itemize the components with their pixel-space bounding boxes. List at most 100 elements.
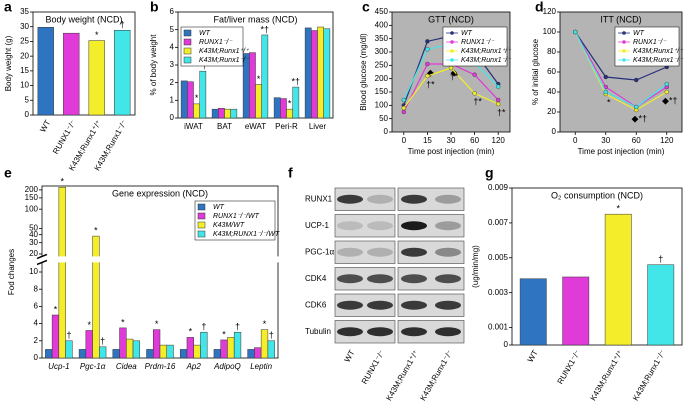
lane-label: K43M;Runx1⁺/⁺ bbox=[384, 349, 420, 403]
y-tick-label: 50 bbox=[379, 114, 388, 123]
y-tick-label: 2 bbox=[34, 336, 39, 345]
legend-label: WT bbox=[199, 30, 211, 37]
legend-swatch bbox=[450, 31, 454, 35]
point bbox=[425, 47, 430, 52]
blot-panel bbox=[397, 320, 465, 344]
blot-band bbox=[435, 327, 461, 337]
mark-label: † bbox=[100, 336, 105, 346]
y-tick-label: 20 bbox=[20, 51, 29, 60]
point bbox=[472, 72, 477, 77]
y-tick-label: 10 bbox=[29, 267, 38, 276]
blot-band bbox=[337, 300, 363, 310]
legend-label: K43M;Runx1⁺/⁺ bbox=[633, 48, 684, 55]
y-tick-label: 20 bbox=[547, 107, 556, 116]
x-tick-label: 120 bbox=[492, 136, 506, 145]
point bbox=[472, 91, 477, 96]
mark-label: † bbox=[120, 20, 125, 30]
bar bbox=[153, 329, 161, 359]
legend-label: WT bbox=[461, 30, 473, 37]
bar bbox=[292, 86, 300, 119]
y-tick-label: 200 bbox=[375, 74, 389, 83]
blot-band bbox=[367, 194, 393, 204]
x-tick-label: 120 bbox=[660, 136, 674, 145]
legend-swatch bbox=[183, 56, 192, 64]
x-tick-label: Prdm-16 bbox=[145, 362, 176, 371]
bar bbox=[233, 331, 242, 359]
bar bbox=[267, 340, 275, 359]
legend-swatch bbox=[183, 38, 192, 46]
x-tick-label: Cidea bbox=[116, 362, 137, 371]
y-tick-label: 0 bbox=[25, 110, 30, 119]
bar bbox=[179, 349, 188, 359]
bar bbox=[280, 98, 287, 119]
y-tick-label: 1 bbox=[170, 95, 175, 104]
mark-label: * bbox=[189, 327, 193, 337]
y-tick-label: 250 bbox=[375, 60, 389, 69]
y-tick-label: 30 bbox=[20, 22, 29, 31]
series-line bbox=[574, 31, 668, 108]
y-tick-label: 0 bbox=[34, 353, 39, 362]
mark-label: * bbox=[54, 304, 58, 314]
y-tick-label: 0 bbox=[504, 340, 509, 349]
panel-letter: f bbox=[288, 165, 293, 181]
y-tick-label: 200 bbox=[25, 185, 39, 194]
bar bbox=[114, 29, 131, 116]
row-label: Tubulin bbox=[305, 327, 331, 336]
bar bbox=[119, 327, 127, 359]
y-tick-label: 25 bbox=[20, 37, 29, 46]
blot-panel bbox=[397, 240, 465, 264]
blot-panel bbox=[334, 320, 396, 344]
chart-title: ITT (NCD) bbox=[600, 14, 641, 24]
mark-label: * bbox=[288, 99, 292, 109]
x-tick-label: Liver bbox=[309, 122, 327, 131]
x-tick-label: K43M;Runx1⁻/⁻ bbox=[631, 349, 667, 403]
legend-label: WT bbox=[633, 30, 645, 37]
break-slash bbox=[36, 259, 48, 266]
legend-swatch bbox=[622, 40, 626, 44]
blot-band bbox=[401, 247, 427, 257]
legend-label: K43M;Runx1⁺/⁺ bbox=[199, 48, 250, 55]
y-axis-label: Fod changes bbox=[7, 249, 16, 295]
bar bbox=[200, 331, 208, 359]
blot-band bbox=[435, 221, 461, 231]
legend-swatch bbox=[197, 230, 206, 238]
blot-panel bbox=[334, 293, 396, 317]
bar bbox=[255, 84, 262, 119]
blot-panel bbox=[397, 267, 465, 291]
bar bbox=[146, 349, 154, 359]
bar bbox=[562, 276, 590, 346]
mark-label: * bbox=[616, 204, 620, 214]
bar bbox=[254, 347, 262, 359]
bar bbox=[37, 27, 54, 116]
bar bbox=[317, 26, 324, 119]
bar bbox=[304, 27, 312, 119]
x-tick-label: K43M;Runx1⁺/⁺ bbox=[589, 349, 625, 403]
blot-band bbox=[435, 194, 461, 204]
x-tick-label: Pgc-1α bbox=[80, 362, 106, 371]
point bbox=[425, 61, 430, 67]
point bbox=[425, 39, 430, 44]
mark-label: † bbox=[658, 254, 663, 264]
bar bbox=[186, 337, 194, 359]
y-tick-label: 30 bbox=[29, 238, 38, 247]
legend-swatch bbox=[622, 31, 626, 35]
point bbox=[603, 74, 608, 80]
bar bbox=[193, 344, 201, 359]
panel-letter: d bbox=[535, 0, 544, 15]
y-axis-label: % of body weight bbox=[149, 34, 158, 96]
point bbox=[425, 73, 430, 79]
y-tick-label: 6 bbox=[170, 7, 175, 16]
x-tick-label: 0 bbox=[402, 136, 407, 145]
row-label: PGC-1α bbox=[305, 247, 334, 256]
y-tick-label: 300 bbox=[375, 47, 389, 56]
bar bbox=[51, 314, 60, 359]
y-tick-label: 0 bbox=[170, 113, 175, 122]
bar bbox=[247, 349, 255, 359]
legend-label: RUNX1⁻/⁻ bbox=[461, 39, 495, 46]
chart-title: GTT (NCD) bbox=[428, 14, 474, 24]
y-tick-label: 10 bbox=[20, 81, 29, 90]
legend-label: RUNX1⁻/⁻/WT bbox=[213, 213, 260, 220]
x-tick-label: 15 bbox=[423, 136, 432, 145]
x-tick-label: eWAT bbox=[245, 122, 266, 131]
legend-box bbox=[180, 26, 244, 67]
